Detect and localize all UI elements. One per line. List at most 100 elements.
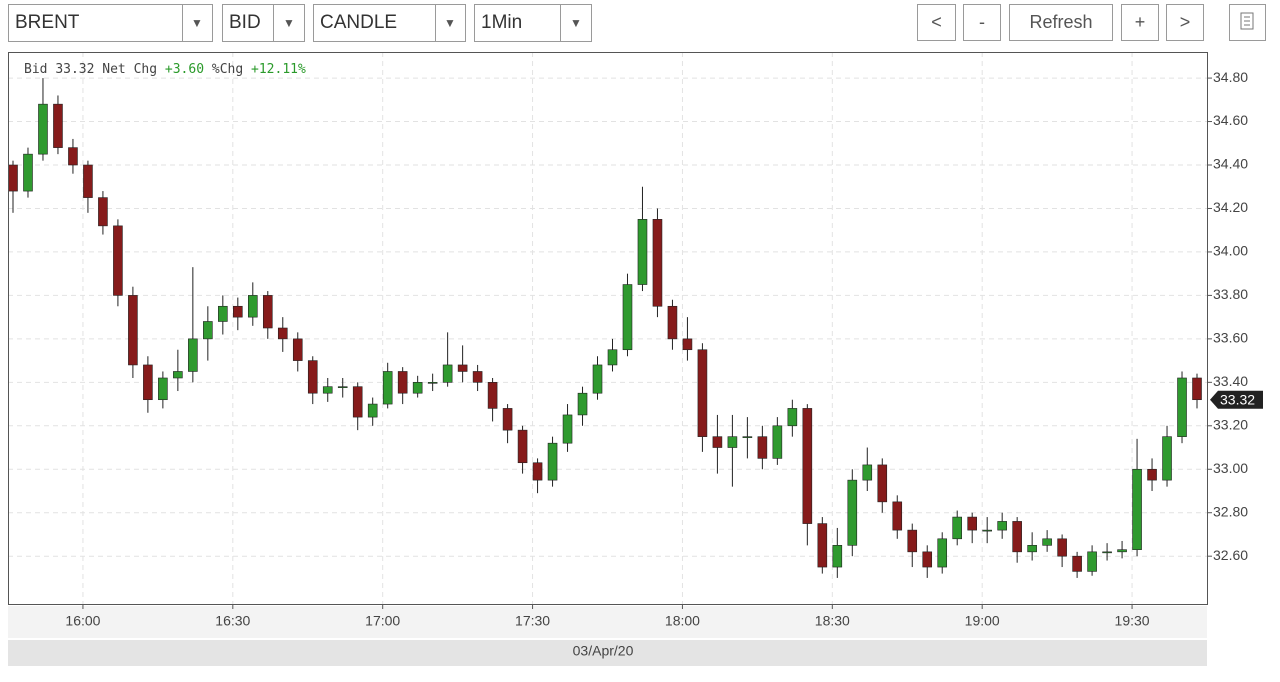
candle-body	[787, 408, 798, 427]
candle	[742, 417, 753, 459]
button-frame	[1121, 4, 1159, 41]
candle	[113, 219, 123, 307]
interval-select[interactable]: 1Min ▼	[474, 4, 592, 42]
candle-body	[712, 436, 723, 448]
candle	[233, 297, 243, 331]
candle-body	[532, 462, 543, 481]
candle-body	[292, 338, 303, 361]
candle-body	[862, 464, 873, 481]
candle-body	[967, 516, 977, 531]
candle	[292, 332, 303, 372]
candle	[1087, 545, 1097, 576]
style-select[interactable]: CANDLE ▼	[313, 4, 466, 42]
candle	[1072, 551, 1082, 578]
candle-body	[1072, 555, 1082, 572]
last-price-tag	[1210, 390, 1263, 409]
toolbar-button[interactable]: <	[917, 4, 956, 41]
candle-body	[233, 305, 243, 318]
x-tick-label: 18:30	[815, 613, 850, 629]
candle	[1117, 540, 1127, 559]
candle	[967, 512, 977, 544]
candle	[532, 458, 543, 494]
candle	[83, 160, 93, 213]
y-tick-label: 32.80	[1213, 503, 1248, 519]
candle	[352, 382, 363, 431]
y-tick-label: 32.60	[1213, 547, 1248, 563]
candle	[262, 291, 273, 339]
candle	[1057, 534, 1067, 568]
candle-body	[892, 501, 903, 531]
candle-body	[68, 147, 78, 166]
candle	[502, 404, 513, 444]
toolbar-button[interactable]: +	[1121, 4, 1159, 41]
candle	[922, 545, 933, 578]
y-tick-label: 33.60	[1213, 330, 1248, 346]
y-tick-label: 34.40	[1213, 156, 1248, 172]
candle-body	[1057, 538, 1067, 557]
candle	[68, 138, 78, 174]
candle	[682, 317, 693, 361]
candle	[277, 317, 288, 352]
y-tick-label: 34.60	[1213, 112, 1248, 128]
candle	[727, 414, 738, 487]
candle	[937, 532, 948, 574]
candle	[23, 147, 33, 198]
caret: ▼	[191, 16, 203, 30]
toolbar-button[interactable]: Refresh	[1009, 4, 1113, 41]
candle	[667, 299, 678, 350]
toolbar-button[interactable]: -	[963, 4, 1001, 41]
candle-body	[622, 284, 633, 351]
candle-body	[83, 164, 93, 198]
caret: ▼	[570, 16, 582, 30]
candle-body	[98, 197, 108, 227]
side-select[interactable]: BID ▼	[222, 4, 305, 42]
candle	[517, 425, 528, 474]
candle	[1132, 438, 1142, 557]
candle	[892, 495, 903, 539]
x-axis-date: 03/Apr/20	[573, 643, 634, 659]
candle	[1042, 530, 1052, 552]
caret: ▼	[444, 16, 456, 30]
candle	[562, 404, 573, 452]
button-label: >	[1180, 12, 1191, 32]
candle-body	[277, 327, 288, 340]
candle-body	[143, 364, 153, 401]
candle-body	[203, 321, 213, 340]
candle-body	[1192, 377, 1202, 401]
candle-body	[607, 349, 618, 366]
last-price-label: 33.32	[1220, 391, 1255, 407]
candle-body	[682, 338, 693, 351]
quote-info: Bid 33.32 Net Chg +3.60 %Chg +12.11%	[24, 62, 306, 77]
candle-body	[382, 371, 393, 405]
candle	[772, 417, 783, 465]
symbol-select[interactable]: BRENT ▼	[8, 4, 213, 42]
candle-body	[1102, 551, 1112, 554]
candle	[322, 377, 333, 402]
candle-body	[188, 338, 198, 372]
candle-body	[652, 219, 663, 307]
candle-body	[907, 529, 918, 553]
candle	[877, 458, 888, 513]
plot-frame	[8, 52, 1208, 605]
candle	[1147, 458, 1157, 491]
net-chg-label: Net Chg	[102, 62, 157, 77]
candle-body	[727, 436, 738, 448]
candle	[203, 306, 213, 361]
candle-body	[937, 538, 948, 568]
menu-button[interactable]	[1229, 4, 1266, 41]
candle-body	[247, 295, 258, 318]
button-label: <	[931, 12, 942, 32]
candle	[8, 160, 18, 213]
candle-body	[562, 414, 573, 444]
candle-body	[1117, 549, 1127, 553]
style: CANDLE	[320, 12, 397, 33]
x-tick-label: 16:30	[215, 613, 250, 629]
candle	[907, 523, 918, 568]
candle-body	[352, 386, 363, 418]
candle	[143, 356, 153, 413]
toolbar-button[interactable]: >	[1166, 4, 1204, 41]
candle-body	[1177, 377, 1187, 437]
candle-body	[397, 371, 408, 394]
candle	[188, 267, 198, 383]
